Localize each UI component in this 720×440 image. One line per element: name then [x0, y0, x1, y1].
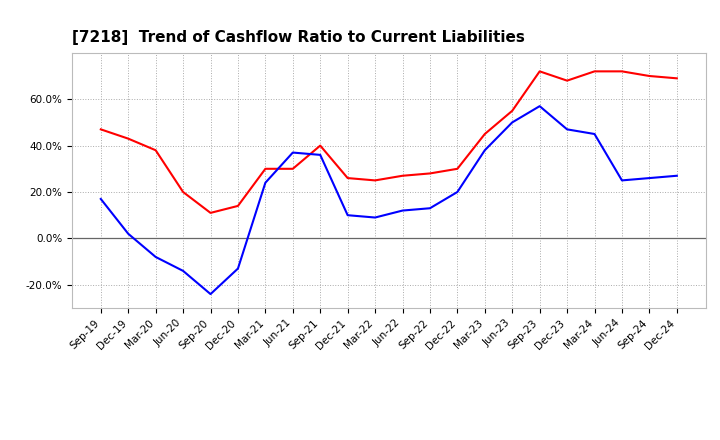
Operating CF to Current Liabilities	[233, 203, 242, 209]
Free CF to Current Liabilities	[233, 266, 242, 271]
Operating CF to Current Liabilities	[590, 69, 599, 74]
Free CF to Current Liabilities	[179, 268, 187, 274]
Operating CF to Current Liabilities	[96, 127, 105, 132]
Free CF to Current Liabilities	[563, 127, 572, 132]
Free CF to Current Liabilities	[672, 173, 681, 178]
Free CF to Current Liabilities	[645, 176, 654, 181]
Operating CF to Current Liabilities	[672, 76, 681, 81]
Operating CF to Current Liabilities	[371, 178, 379, 183]
Free CF to Current Liabilities	[453, 189, 462, 194]
Free CF to Current Liabilities	[261, 180, 270, 185]
Operating CF to Current Liabilities	[645, 73, 654, 79]
Free CF to Current Liabilities	[536, 103, 544, 109]
Free CF to Current Liabilities	[590, 132, 599, 137]
Free CF to Current Liabilities	[480, 147, 489, 153]
Free CF to Current Liabilities	[398, 208, 407, 213]
Operating CF to Current Liabilities	[536, 69, 544, 74]
Free CF to Current Liabilities	[316, 152, 325, 158]
Free CF to Current Liabilities	[618, 178, 626, 183]
Operating CF to Current Liabilities	[289, 166, 297, 172]
Free CF to Current Liabilities	[508, 120, 516, 125]
Operating CF to Current Liabilities	[261, 166, 270, 172]
Operating CF to Current Liabilities	[618, 69, 626, 74]
Operating CF to Current Liabilities	[206, 210, 215, 216]
Free CF to Current Liabilities	[289, 150, 297, 155]
Operating CF to Current Liabilities	[179, 189, 187, 194]
Operating CF to Current Liabilities	[398, 173, 407, 178]
Operating CF to Current Liabilities	[151, 147, 160, 153]
Operating CF to Current Liabilities	[316, 143, 325, 148]
Free CF to Current Liabilities	[96, 196, 105, 202]
Operating CF to Current Liabilities	[480, 132, 489, 137]
Free CF to Current Liabilities	[124, 231, 132, 236]
Operating CF to Current Liabilities	[124, 136, 132, 141]
Operating CF to Current Liabilities	[343, 176, 352, 181]
Operating CF to Current Liabilities	[426, 171, 434, 176]
Free CF to Current Liabilities	[151, 254, 160, 260]
Line: Free CF to Current Liabilities: Free CF to Current Liabilities	[101, 106, 677, 294]
Free CF to Current Liabilities	[206, 291, 215, 297]
Free CF to Current Liabilities	[371, 215, 379, 220]
Text: [7218]  Trend of Cashflow Ratio to Current Liabilities: [7218] Trend of Cashflow Ratio to Curren…	[72, 29, 525, 45]
Free CF to Current Liabilities	[426, 205, 434, 211]
Operating CF to Current Liabilities	[563, 78, 572, 83]
Operating CF to Current Liabilities	[508, 108, 516, 114]
Operating CF to Current Liabilities	[453, 166, 462, 172]
Line: Operating CF to Current Liabilities: Operating CF to Current Liabilities	[101, 71, 677, 213]
Free CF to Current Liabilities	[343, 213, 352, 218]
